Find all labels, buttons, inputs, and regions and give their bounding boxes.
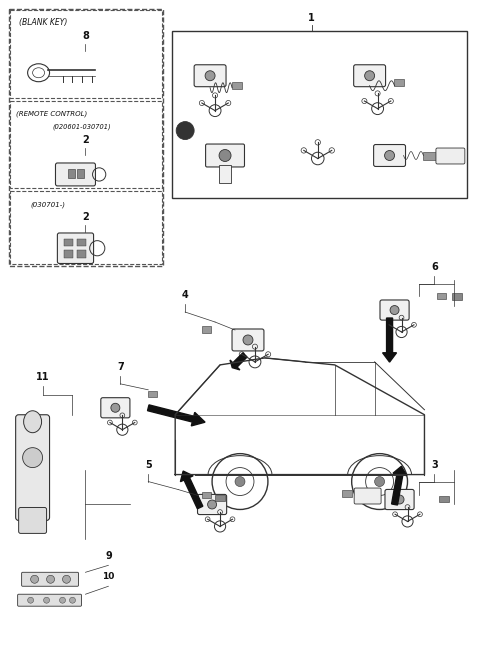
Circle shape: [60, 597, 65, 604]
Bar: [64, 250, 72, 258]
Text: 9: 9: [105, 551, 112, 562]
Text: (BLANK KEY): (BLANK KEY): [19, 18, 67, 27]
Text: 1: 1: [309, 13, 315, 23]
Text: (020601-030701): (020601-030701): [52, 123, 111, 130]
Text: 7: 7: [117, 362, 124, 372]
FancyArrow shape: [383, 318, 396, 362]
Bar: [215, 495, 225, 501]
FancyBboxPatch shape: [373, 144, 406, 167]
Circle shape: [374, 476, 384, 487]
Text: 5: 5: [145, 460, 152, 470]
FancyBboxPatch shape: [205, 144, 244, 167]
Circle shape: [390, 306, 399, 314]
Bar: [439, 495, 449, 502]
Text: 4: 4: [182, 290, 189, 300]
FancyArrow shape: [147, 405, 205, 426]
Text: 11: 11: [36, 372, 49, 382]
FancyBboxPatch shape: [436, 148, 465, 164]
FancyBboxPatch shape: [101, 398, 130, 418]
Bar: [452, 293, 462, 300]
Bar: [64, 239, 72, 247]
Circle shape: [47, 575, 55, 583]
Ellipse shape: [24, 411, 42, 433]
Circle shape: [207, 500, 216, 509]
Bar: [219, 165, 231, 184]
Circle shape: [235, 476, 245, 487]
Circle shape: [205, 71, 215, 81]
FancyBboxPatch shape: [354, 65, 385, 87]
Bar: [10, 10, 162, 98]
FancyBboxPatch shape: [194, 65, 226, 87]
Circle shape: [384, 150, 395, 161]
FancyBboxPatch shape: [232, 329, 264, 351]
FancyArrow shape: [392, 466, 407, 505]
Bar: [148, 392, 157, 398]
Circle shape: [111, 403, 120, 412]
Circle shape: [243, 335, 253, 345]
Circle shape: [44, 597, 49, 604]
Bar: [394, 79, 404, 86]
FancyBboxPatch shape: [385, 489, 414, 510]
Bar: [77, 250, 86, 258]
Bar: [232, 82, 242, 89]
Text: 8: 8: [82, 31, 89, 41]
Circle shape: [395, 495, 404, 504]
Circle shape: [23, 447, 43, 468]
Text: (REMOTE CONTROL): (REMOTE CONTROL): [16, 111, 87, 117]
Bar: [77, 169, 84, 178]
Circle shape: [28, 597, 34, 604]
Bar: [77, 239, 86, 247]
Bar: [342, 489, 352, 497]
Bar: [9, 9, 163, 266]
Bar: [202, 492, 211, 498]
Bar: [202, 327, 211, 333]
FancyBboxPatch shape: [198, 495, 227, 514]
Bar: [10, 192, 162, 264]
Bar: [10, 100, 162, 188]
Bar: [423, 152, 437, 161]
FancyBboxPatch shape: [16, 415, 49, 520]
Circle shape: [365, 71, 374, 81]
FancyBboxPatch shape: [22, 572, 78, 586]
Circle shape: [62, 575, 71, 583]
FancyBboxPatch shape: [354, 488, 381, 504]
Bar: [68, 169, 74, 178]
Text: 6: 6: [431, 262, 438, 272]
FancyArrow shape: [230, 353, 247, 370]
Text: (030701-): (030701-): [31, 201, 66, 208]
Text: 10: 10: [102, 572, 115, 581]
Circle shape: [176, 121, 194, 140]
Circle shape: [219, 150, 231, 161]
FancyBboxPatch shape: [19, 508, 47, 533]
Text: 2: 2: [82, 213, 89, 222]
FancyBboxPatch shape: [380, 300, 409, 320]
Text: 3: 3: [431, 460, 438, 470]
Circle shape: [70, 597, 75, 604]
FancyArrow shape: [180, 471, 203, 509]
Bar: [172, 31, 468, 198]
Bar: [437, 293, 446, 298]
Text: 2: 2: [82, 134, 89, 144]
FancyBboxPatch shape: [56, 163, 96, 186]
FancyBboxPatch shape: [58, 233, 94, 264]
FancyBboxPatch shape: [18, 594, 82, 606]
Circle shape: [31, 575, 38, 583]
